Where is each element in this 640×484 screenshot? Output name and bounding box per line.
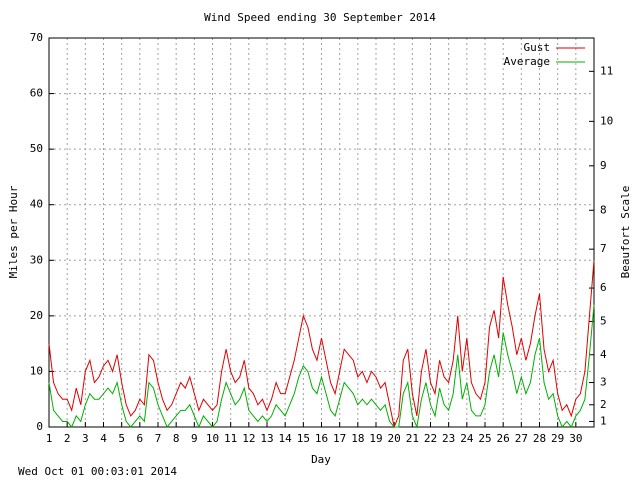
y2-tick-label: 3 (600, 376, 607, 389)
data-line (48, 304, 595, 429)
x-tick-label: 8 (173, 432, 180, 445)
x-tick-label: 13 (260, 432, 273, 445)
x-tick-label: 7 (155, 432, 162, 445)
y-tick-label: 70 (30, 31, 43, 44)
y2-tick-label: 11 (600, 64, 613, 77)
x-tick-label: 10 (206, 432, 219, 445)
y-tick-label: 50 (30, 142, 43, 155)
x-tick-label: 23 (442, 432, 455, 445)
x-tick-label: 26 (497, 432, 510, 445)
y2-tick-label: 2 (600, 398, 607, 411)
legend-label: Gust (524, 41, 551, 54)
y2-tick-label: 1 (600, 414, 607, 427)
x-tick-label: 5 (118, 432, 125, 445)
x-tick-label: 29 (551, 432, 564, 445)
x-tick-label: 12 (242, 432, 255, 445)
x-tick-label: 2 (64, 432, 71, 445)
x-tick-label: 21 (406, 432, 419, 445)
y2-tick-label: 5 (600, 314, 607, 327)
x-tick-label: 19 (369, 432, 382, 445)
x-tick-label: 3 (82, 432, 89, 445)
x-tick-label: 25 (478, 432, 491, 445)
y2-axis-label: Beaufort Scale (619, 186, 632, 279)
y-tick-label: 0 (36, 420, 43, 433)
y2-tick-label: 8 (600, 203, 607, 216)
x-tick-label: 6 (137, 432, 144, 445)
chart-title: Wind Speed ending 30 September 2014 (204, 11, 436, 24)
y2-tick-label: 6 (600, 281, 607, 294)
x-tick-label: 16 (315, 432, 328, 445)
plot-frame (48, 37, 595, 428)
x-tick-label: 20 (388, 432, 401, 445)
x-tick-label: 27 (515, 432, 528, 445)
x-tick-label: 22 (424, 432, 437, 445)
y-axis-label: Miles per Hour (7, 185, 20, 278)
footer: Wed Oct 01 00:03:01 2014 (18, 465, 177, 478)
y-tick-label: 20 (30, 309, 43, 322)
y-tick-label: 30 (30, 253, 43, 266)
x-tick-label: 24 (460, 432, 474, 445)
y-tick-label: 60 (30, 87, 43, 100)
x-tick-label: 15 (297, 432, 310, 445)
x-axis-label: Day (311, 453, 331, 466)
x-tick-label: 30 (569, 432, 582, 445)
legend-label: Average (504, 55, 550, 68)
x-tick-label: 9 (191, 432, 198, 445)
x-tick-label: 18 (351, 432, 364, 445)
x-tick-label: 17 (333, 432, 346, 445)
y2-tick-label: 4 (600, 348, 607, 361)
data-line (48, 260, 595, 429)
x-tick-label: 1 (46, 432, 53, 445)
y2-tick-label: 10 (600, 114, 613, 127)
y2-tick-label: 7 (600, 242, 607, 255)
x-tick-label: 28 (533, 432, 546, 445)
y-tick-label: 40 (30, 198, 43, 211)
x-tick-label: 14 (279, 432, 293, 445)
y-tick-label: 10 (30, 364, 43, 377)
y2-tick-label: 9 (600, 159, 607, 172)
x-tick-label: 11 (224, 432, 237, 445)
x-tick-label: 4 (100, 432, 107, 445)
